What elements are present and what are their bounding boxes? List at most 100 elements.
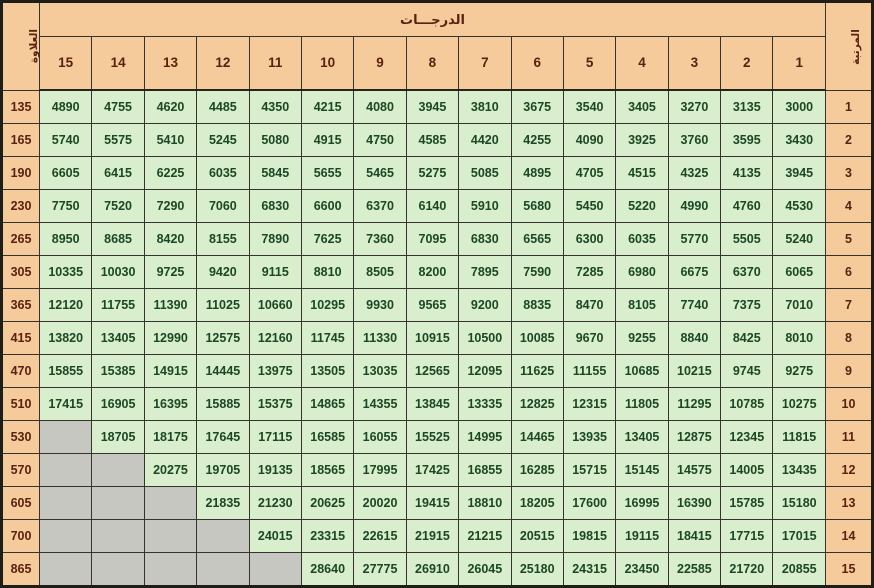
salary-cell: 18705 xyxy=(91,420,145,454)
salary-cell: 7750 xyxy=(38,189,93,223)
salary-cell: 25180 xyxy=(510,552,564,587)
salary-cell: 14465 xyxy=(510,420,564,454)
salary-cell: 18175 xyxy=(143,420,198,454)
salary-cell: 7590 xyxy=(510,255,564,289)
salary-cell: 11390 xyxy=(143,288,198,322)
salary-cell: 15715 xyxy=(562,453,617,487)
increment-cell: 365 xyxy=(1,288,40,322)
salary-cell: 9255 xyxy=(615,321,669,355)
salary-cell: 10030 xyxy=(91,255,145,289)
salary-cell: 9670 xyxy=(562,321,617,355)
empty-cell xyxy=(38,519,93,553)
salary-cell: 13435 xyxy=(772,453,826,487)
salary-cell: 6300 xyxy=(562,222,617,256)
salary-cell: 11815 xyxy=(772,420,826,454)
salary-cell: 6600 xyxy=(300,189,355,223)
increment-cell: 415 xyxy=(1,321,40,355)
empty-cell xyxy=(248,552,302,587)
salary-cell: 9115 xyxy=(248,255,302,289)
rank-cell: 11 xyxy=(825,420,873,454)
salary-cell: 8685 xyxy=(91,222,145,256)
salary-cell: 6605 xyxy=(38,156,93,190)
degree-column-header: 4 xyxy=(615,36,669,91)
salary-cell: 7290 xyxy=(143,189,198,223)
salary-cell: 4420 xyxy=(458,123,512,157)
salary-cell: 12315 xyxy=(562,387,617,421)
salary-cell: 4090 xyxy=(562,123,617,157)
salary-cell: 4990 xyxy=(667,189,722,223)
salary-cell: 13335 xyxy=(458,387,512,421)
increment-cell: 605 xyxy=(1,486,40,520)
salary-cell: 7095 xyxy=(405,222,460,256)
rank-cell: 5 xyxy=(825,222,873,256)
salary-cell: 27775 xyxy=(353,552,407,587)
salary-cell: 7890 xyxy=(248,222,302,256)
table-row: 190 6605 6415 6225 6035 5845 5655 5465 5275 5085 4… xyxy=(1,156,873,190)
salary-cell: 6830 xyxy=(248,189,302,223)
salary-cell: 28640 xyxy=(300,552,355,587)
salary-cell: 11755 xyxy=(91,288,145,322)
salary-cell: 4620 xyxy=(143,89,198,124)
salary-cell: 5465 xyxy=(353,156,407,190)
left-axis-label: العلاوة السنوية xyxy=(27,28,40,63)
salary-cell: 4215 xyxy=(300,89,355,124)
rank-cell: 4 xyxy=(825,189,873,223)
salary-cell: 3945 xyxy=(405,89,460,124)
salary-cell: 3405 xyxy=(615,89,669,124)
salary-cell: 6035 xyxy=(615,222,669,256)
salary-cell: 6415 xyxy=(91,156,145,190)
empty-cell xyxy=(91,519,145,553)
salary-cell: 8810 xyxy=(300,255,355,289)
salary-cell: 4585 xyxy=(405,123,460,157)
salary-cell: 4890 xyxy=(38,89,93,124)
salary-cell: 11025 xyxy=(196,288,250,322)
salary-cell: 10335 xyxy=(38,255,93,289)
empty-cell xyxy=(38,453,93,487)
salary-cell: 14575 xyxy=(667,453,722,487)
salary-cell: 18565 xyxy=(300,453,355,487)
increment-cell: 265 xyxy=(1,222,40,256)
salary-cell: 5085 xyxy=(458,156,512,190)
empty-cell xyxy=(91,552,145,587)
salary-cell: 7520 xyxy=(91,189,145,223)
salary-cell: 12565 xyxy=(405,354,460,388)
salary-cell: 13975 xyxy=(248,354,302,388)
salary-cell: 14445 xyxy=(196,354,250,388)
increment-cell: 570 xyxy=(1,453,40,487)
salary-cell: 17015 xyxy=(772,519,826,553)
increment-cell: 305 xyxy=(1,255,40,289)
empty-cell xyxy=(143,486,198,520)
salary-cell: 16395 xyxy=(143,387,198,421)
table-row: 865 28640 27775 26910 26045 25180 24315 23450 22… xyxy=(1,552,873,587)
empty-cell xyxy=(91,453,145,487)
salary-cell: 8420 xyxy=(143,222,198,256)
rank-cell: 13 xyxy=(825,486,873,520)
salary-cell: 21720 xyxy=(720,552,774,587)
salary-cell: 9745 xyxy=(720,354,774,388)
empty-cell xyxy=(38,420,93,454)
increment-cell: 510 xyxy=(1,387,40,421)
salary-cell: 8950 xyxy=(38,222,93,256)
salary-cell: 6830 xyxy=(458,222,512,256)
salary-cell: 24015 xyxy=(248,519,302,553)
rank-cell: 14 xyxy=(825,519,873,553)
left-axis-header: العلاوة السنوية xyxy=(1,1,40,91)
salary-cell: 6225 xyxy=(143,156,198,190)
rank-cell: 12 xyxy=(825,453,873,487)
salary-cell: 15375 xyxy=(248,387,302,421)
salary-cell: 3595 xyxy=(720,123,774,157)
salary-cell: 12345 xyxy=(720,420,774,454)
salary-cell: 15855 xyxy=(38,354,93,388)
salary-cell: 5680 xyxy=(510,189,564,223)
salary-cell: 15385 xyxy=(91,354,145,388)
degree-columns-row: 15 14 13 12 11 10 9 8 7 6 5 4 3 2 1 xyxy=(2,36,873,91)
salary-cell: 11745 xyxy=(300,321,355,355)
salary-cell: 20855 xyxy=(772,552,826,587)
salary-cell: 4255 xyxy=(510,123,564,157)
salary-cell: 23315 xyxy=(300,519,355,553)
increment-cell: 470 xyxy=(1,354,40,388)
salary-cell: 7895 xyxy=(458,255,512,289)
salary-cell: 6035 xyxy=(196,156,250,190)
salary-cell: 4135 xyxy=(720,156,774,190)
salary-cell: 5240 xyxy=(772,222,826,256)
